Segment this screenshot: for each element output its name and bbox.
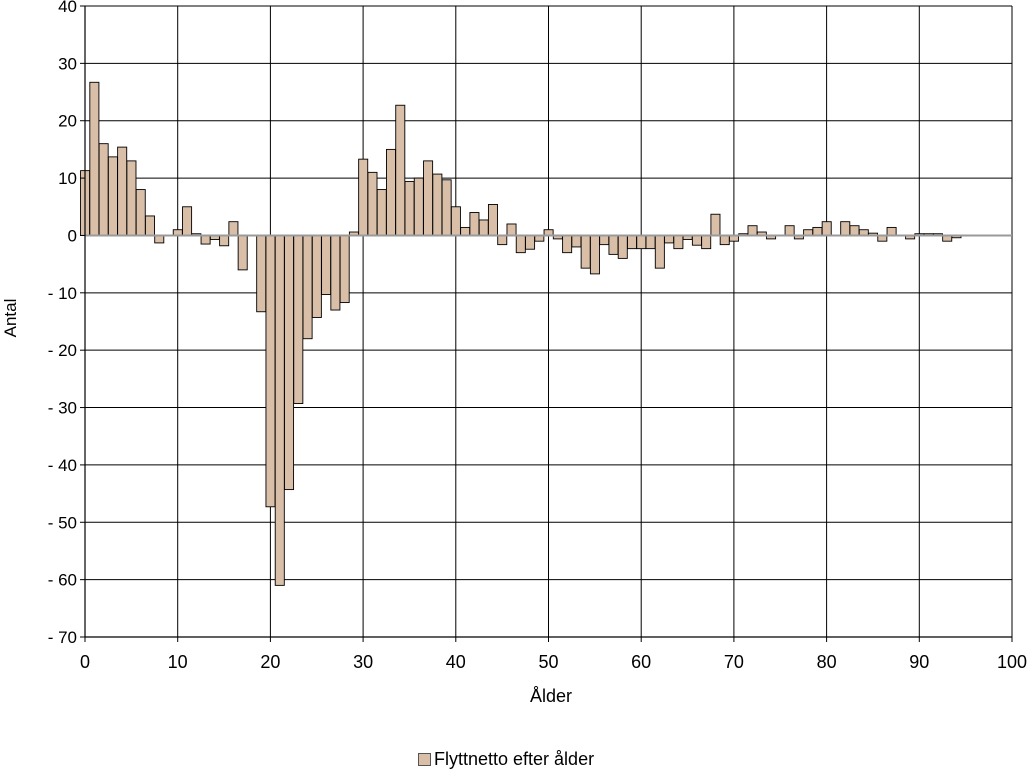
bar bbox=[107, 156, 118, 236]
y-tick-label: 20 bbox=[58, 112, 77, 131]
bar bbox=[144, 215, 155, 236]
grid bbox=[84, 5, 1013, 638]
bar bbox=[256, 235, 267, 313]
bar bbox=[126, 160, 137, 236]
bar bbox=[701, 235, 712, 250]
x-axis-ticks: 0 10 20 30 40 50 60 70 80 90 100 bbox=[80, 637, 1027, 672]
bar bbox=[654, 235, 665, 269]
y-tick-label: 10 bbox=[58, 169, 77, 188]
bar bbox=[450, 206, 461, 236]
y-tick-label: - 40 bbox=[48, 456, 77, 475]
bar bbox=[339, 235, 350, 304]
y-axis-ticks: 40 30 20 10 0 - 10 - 20 - 30 - 40 - 50 - 60 - 70 bbox=[48, 0, 85, 647]
bar bbox=[413, 177, 424, 236]
bar bbox=[265, 235, 276, 508]
bar bbox=[562, 235, 573, 254]
y-tick-label: 40 bbox=[58, 0, 77, 16]
x-tick-label: 10 bbox=[168, 652, 188, 672]
legend: Flyttnetto efter ålder bbox=[418, 749, 595, 769]
x-axis-label: Ålder bbox=[530, 686, 572, 706]
bar bbox=[376, 189, 387, 236]
bar bbox=[710, 213, 721, 236]
bar bbox=[487, 204, 498, 236]
x-tick-label: 70 bbox=[724, 652, 744, 672]
y-tick-label: - 60 bbox=[48, 571, 77, 590]
x-tick-label: 90 bbox=[909, 652, 929, 672]
bar bbox=[645, 235, 656, 250]
bar bbox=[117, 146, 128, 236]
x-tick-label: 0 bbox=[80, 652, 90, 672]
y-tick-label: 0 bbox=[68, 226, 77, 245]
bar bbox=[478, 219, 489, 236]
y-tick-label: - 10 bbox=[48, 284, 77, 303]
y-tick-label: - 30 bbox=[48, 399, 77, 418]
bar bbox=[386, 148, 396, 236]
x-tick-label: 100 bbox=[997, 652, 1027, 672]
bar bbox=[284, 235, 295, 491]
bar bbox=[460, 226, 471, 236]
bar bbox=[525, 235, 536, 250]
x-tick-label: 40 bbox=[446, 652, 466, 672]
bar bbox=[617, 235, 628, 259]
y-axis-label: Antal bbox=[1, 299, 20, 338]
x-tick-label: 30 bbox=[353, 652, 373, 672]
bar bbox=[404, 181, 415, 236]
bar bbox=[673, 235, 684, 250]
bar bbox=[599, 235, 610, 246]
bar bbox=[293, 235, 304, 404]
bar bbox=[627, 235, 638, 250]
y-tick-label: - 50 bbox=[48, 513, 77, 532]
bar bbox=[367, 171, 378, 236]
bar bbox=[200, 235, 211, 245]
bar bbox=[840, 221, 851, 236]
bar bbox=[589, 235, 600, 275]
bar bbox=[784, 225, 795, 236]
bar bbox=[886, 226, 897, 236]
x-tick-label: 50 bbox=[538, 652, 558, 672]
bar bbox=[330, 235, 341, 311]
bar bbox=[358, 158, 369, 236]
bar bbox=[571, 235, 582, 248]
bar bbox=[506, 223, 517, 236]
bar bbox=[812, 226, 823, 236]
bar bbox=[821, 221, 832, 236]
bar bbox=[89, 81, 100, 236]
bar-series bbox=[80, 81, 962, 586]
bar bbox=[395, 104, 406, 236]
bar bbox=[515, 235, 526, 254]
bar bbox=[135, 189, 146, 236]
bar bbox=[849, 225, 860, 236]
bar bbox=[497, 235, 508, 246]
y-tick-label: 30 bbox=[58, 54, 77, 73]
x-tick-label: 20 bbox=[260, 652, 280, 672]
bar bbox=[154, 235, 165, 244]
bar bbox=[747, 225, 758, 236]
bar bbox=[219, 235, 230, 247]
bar bbox=[719, 235, 730, 246]
bar bbox=[691, 235, 702, 246]
legend-label: Flyttnetto efter ålder bbox=[434, 749, 595, 769]
bar bbox=[237, 235, 248, 271]
bar bbox=[608, 235, 619, 255]
bar bbox=[469, 212, 480, 236]
bar bbox=[580, 235, 591, 269]
y-tick-label: - 70 bbox=[48, 628, 77, 647]
bar bbox=[228, 221, 239, 236]
bar bbox=[321, 235, 332, 295]
bar bbox=[664, 235, 675, 244]
bar bbox=[441, 179, 452, 236]
bar bbox=[274, 235, 285, 586]
bar bbox=[182, 206, 193, 236]
bar bbox=[432, 173, 443, 236]
bar bbox=[636, 235, 647, 250]
legend-swatch bbox=[418, 753, 431, 766]
bar bbox=[311, 235, 322, 318]
y-tick-label: - 20 bbox=[48, 341, 77, 360]
bar bbox=[423, 160, 434, 236]
x-tick-label: 60 bbox=[631, 652, 651, 672]
bar bbox=[98, 143, 109, 236]
x-tick-label: 80 bbox=[817, 652, 837, 672]
bar bbox=[302, 235, 313, 340]
